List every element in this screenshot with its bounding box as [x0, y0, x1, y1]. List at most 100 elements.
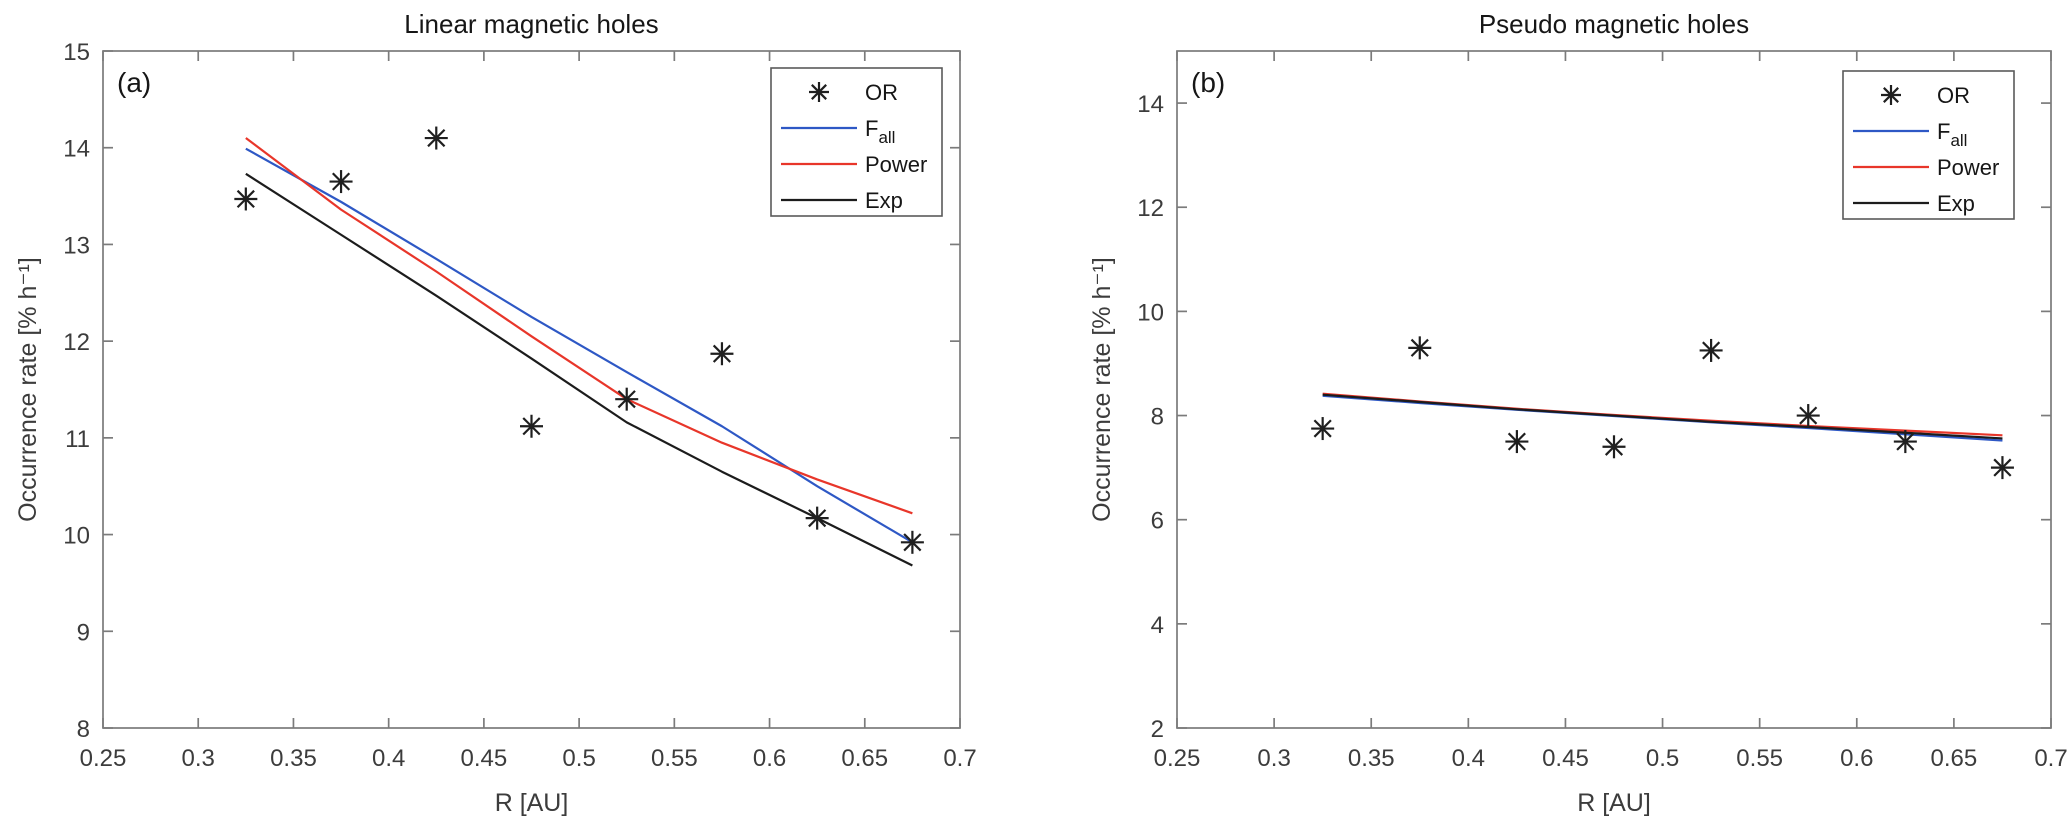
legend-entry-OR: OR	[809, 80, 898, 105]
y-tick-label: 14	[63, 136, 90, 163]
data-point-OR	[329, 170, 353, 194]
data-point-OR	[1699, 338, 1723, 362]
y-axis-label: Occurrence rate [% h⁻¹]	[1088, 257, 1116, 522]
series-line-Power	[245, 137, 913, 515]
x-tick-label: 0.3	[1257, 745, 1290, 772]
data-point-OR	[520, 414, 543, 438]
chart-title: Linear magnetic holes	[404, 9, 658, 39]
panel-a: 0.25 0.3 0.35 0.4 0.45 0.5 0.55 0.6 0.65 0.7 8 9 10 1…	[14, 9, 977, 817]
legend-entry-Power: Power	[1853, 155, 1999, 180]
y-tick-label: 14	[1137, 91, 1164, 118]
marker-stroke	[1507, 432, 1526, 451]
x-axis-label: R [AU]	[1577, 789, 1651, 817]
marker-stroke	[1604, 437, 1624, 456]
legend-marker-sample	[809, 82, 829, 102]
data-point-OR	[805, 506, 829, 530]
marker-stroke	[1896, 432, 1915, 451]
marker-stroke	[1993, 458, 2012, 477]
data-point-OR	[1408, 336, 1432, 360]
data-point-OR	[1893, 430, 1917, 454]
marker-stroke	[427, 128, 446, 148]
marker-stroke	[1702, 341, 1721, 360]
marker-stroke	[617, 390, 636, 409]
legend-label: Exp	[1937, 191, 1975, 216]
data-point-OR	[1311, 417, 1335, 441]
marker-stroke	[1799, 406, 1818, 425]
y-tick-label: 8	[77, 716, 90, 743]
series-line-F_all	[245, 147, 913, 544]
marker-stroke	[236, 189, 255, 209]
y-tick-label: 12	[1137, 195, 1164, 222]
legend: OR Fall Power Exp	[1842, 70, 2015, 220]
y-tick-label: 11	[65, 426, 90, 453]
series-line-Exp	[245, 172, 913, 567]
y-tick-label: 9	[77, 619, 90, 646]
data-point-OR	[234, 187, 258, 211]
legend-entry-Exp: Exp	[1853, 191, 1975, 216]
legend-label: OR	[865, 80, 898, 105]
legend-entry-OR: OR	[1881, 83, 1970, 108]
marker-stroke	[331, 172, 351, 191]
x-tick-label: 0.65	[841, 745, 888, 772]
legend: OR Fall Power Exp	[770, 67, 943, 217]
y-tick-label: 6	[1151, 508, 1164, 535]
series-line-Exp	[1322, 393, 2003, 440]
y-tick-label: 12	[63, 329, 90, 356]
legend-entry-Exp: Exp	[781, 188, 903, 213]
plot-box	[1176, 50, 2052, 729]
legend-box	[770, 67, 943, 217]
legend-label: Fall	[1937, 119, 1967, 150]
legend-entry-Fall: Fall	[1853, 119, 1967, 150]
legend-label: Exp	[865, 188, 903, 213]
y-tick-label: 2	[1151, 716, 1164, 743]
legend-box	[1842, 70, 2015, 220]
x-tick-label: 0.65	[1931, 745, 1978, 772]
legend-entry-Fall: Fall	[781, 116, 895, 147]
plot-box	[102, 50, 961, 729]
data-point-OR	[710, 342, 734, 366]
x-tick-label: 0.25	[1154, 745, 1201, 772]
x-tick-label: 0.5	[562, 745, 595, 772]
x-tick-label: 0.35	[1348, 745, 1395, 772]
marker-stroke	[1313, 419, 1332, 438]
series-line-Power	[1322, 392, 2003, 437]
data-point-OR	[900, 530, 924, 554]
y-tick-label: 15	[63, 39, 90, 66]
x-tick-label: 0.25	[80, 745, 127, 772]
panel-b: 0.25 0.3 0.35 0.4 0.45 0.5 0.55 0.6 0.65 0.7 2 4 6 8 1…	[1088, 9, 2067, 817]
marker-stroke	[1410, 338, 1429, 357]
x-tick-label: 0.3	[182, 745, 215, 772]
x-tick-label: 0.35	[270, 745, 317, 772]
data-point-OR	[424, 126, 448, 150]
data-point-OR	[1990, 456, 2014, 480]
panel-letter: (a)	[117, 67, 151, 98]
x-tick-label: 0.7	[943, 745, 976, 772]
x-tick-label: 0.6	[753, 745, 786, 772]
marker-stroke	[522, 417, 541, 436]
marker-stroke	[808, 509, 827, 528]
x-tick-label: 0.4	[372, 745, 405, 772]
legend-entry-Power: Power	[781, 152, 927, 177]
x-axis-label: R [AU]	[495, 789, 569, 817]
marker-stroke	[712, 344, 732, 363]
x-tick-label: 0.55	[651, 745, 698, 772]
marker-stroke	[903, 533, 922, 552]
legend-label: OR	[1937, 83, 1970, 108]
data-point-OR	[1505, 430, 1529, 454]
x-tick-label: 0.55	[1736, 745, 1783, 772]
x-tick-label: 0.7	[2034, 745, 2067, 772]
legend-label: Power	[865, 152, 927, 177]
y-tick-label: 13	[63, 232, 90, 259]
x-tick-label: 0.5	[1646, 745, 1679, 772]
marker-stroke	[1883, 87, 1899, 103]
legend-marker-sample	[1881, 85, 1901, 105]
data-point-OR	[1796, 404, 1820, 428]
data-point-OR	[615, 387, 639, 411]
legend-label: Fall	[865, 116, 895, 147]
x-tick-label: 0.6	[1840, 745, 1873, 772]
y-tick-label: 8	[1151, 404, 1164, 431]
y-tick-label: 4	[1151, 612, 1164, 639]
x-tick-label: 0.45	[1542, 745, 1589, 772]
